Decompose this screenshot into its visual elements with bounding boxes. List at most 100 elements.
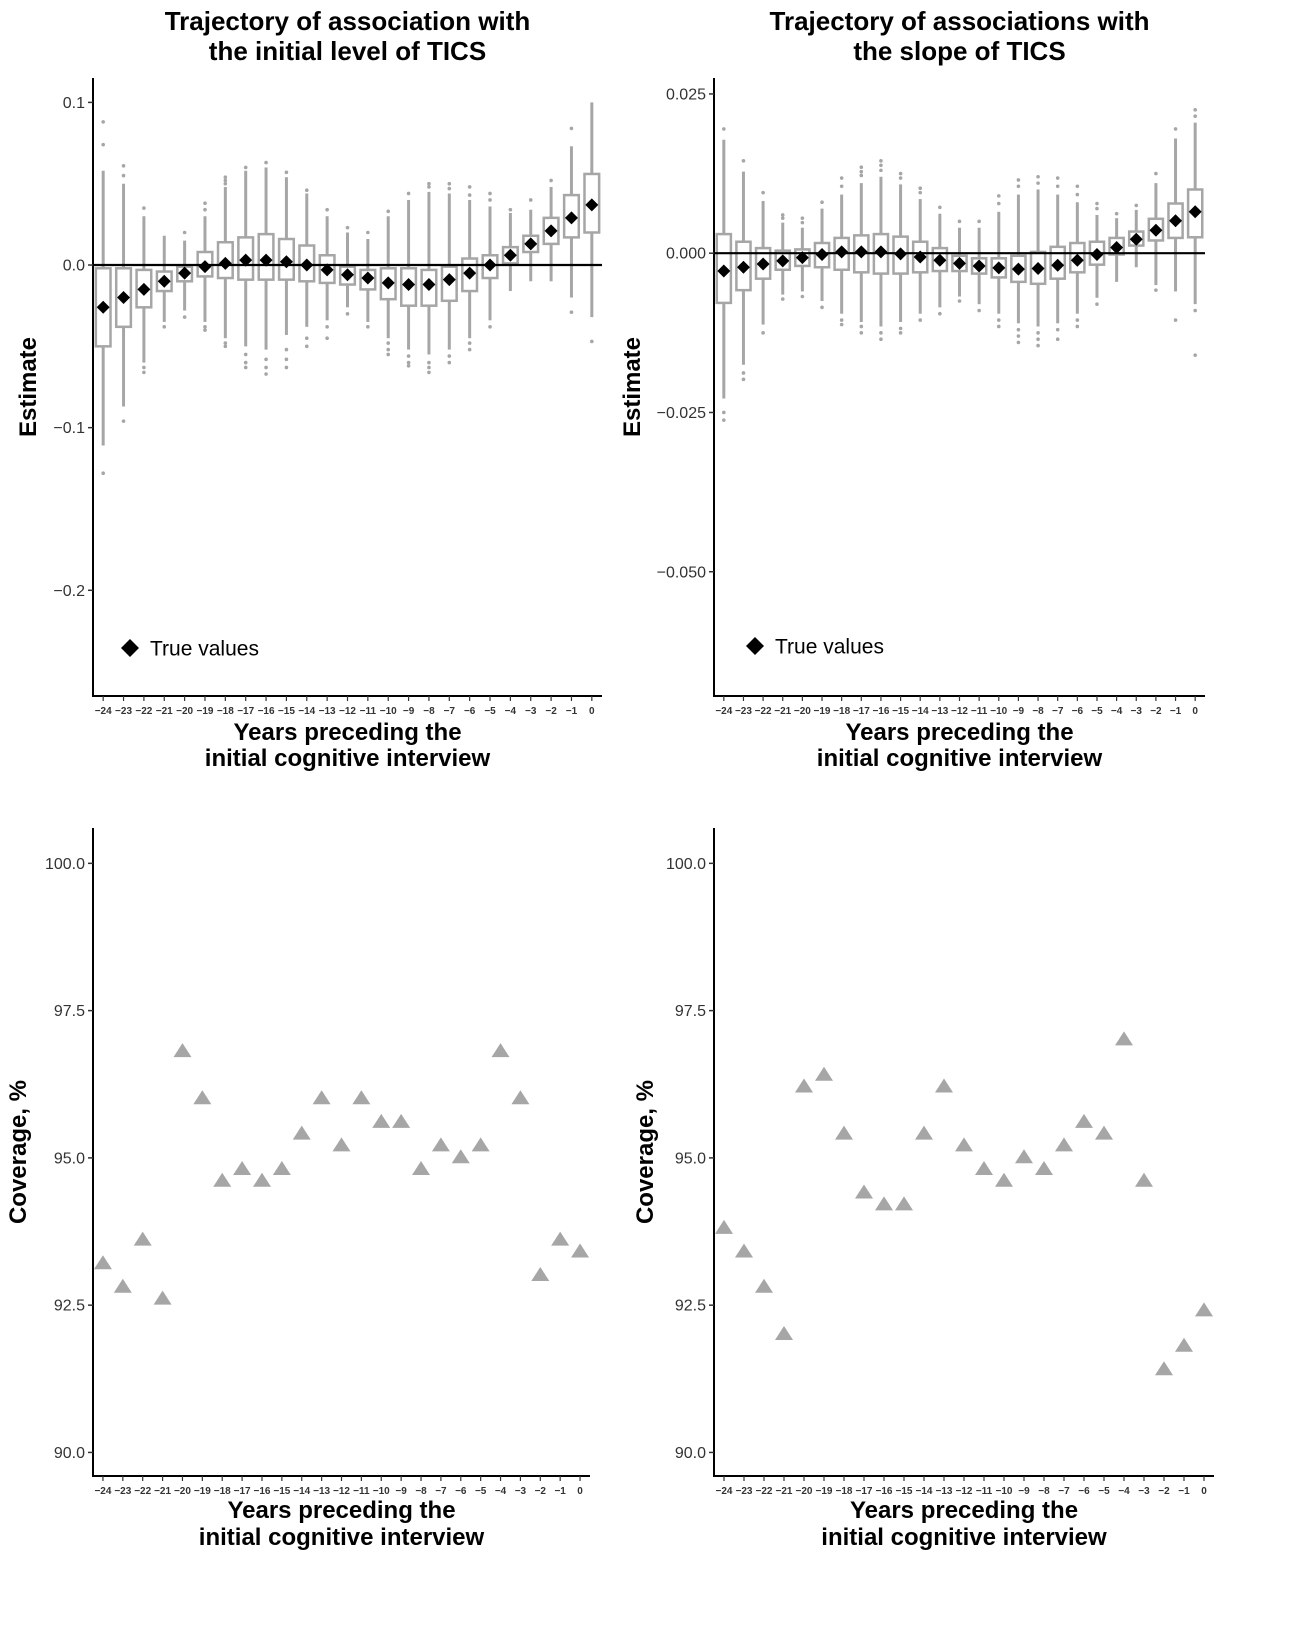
x-axis-label-line: initial cognitive interview bbox=[817, 745, 1103, 772]
coverage-triangle bbox=[1075, 1113, 1093, 1128]
box-outlier-point bbox=[366, 325, 370, 329]
box-outlier-point bbox=[1075, 192, 1080, 197]
box-24 bbox=[1186, 108, 1204, 357]
box-outlier-point bbox=[203, 207, 207, 212]
box-outlier-point bbox=[741, 377, 746, 382]
coverage-triangle bbox=[735, 1243, 753, 1258]
box-outlier-point bbox=[467, 341, 472, 345]
true-value-diamond bbox=[259, 253, 273, 267]
true-value-diamond bbox=[402, 278, 416, 292]
box-outlier-point bbox=[243, 352, 248, 357]
box-outlier-point bbox=[162, 325, 167, 329]
x-tick-label: −4 bbox=[1111, 706, 1123, 717]
box-outlier-point bbox=[977, 219, 981, 224]
true-value-diamond bbox=[736, 260, 750, 274]
x-tick-label: −3 bbox=[1131, 706, 1143, 717]
x-tick-label: −5 bbox=[484, 706, 496, 717]
box-outlier-point bbox=[142, 206, 146, 210]
x-tick-label: −13 bbox=[313, 1486, 330, 1497]
box-17 bbox=[440, 181, 458, 365]
x-tick-label: −13 bbox=[319, 706, 336, 717]
y-tick-label: −0.2 bbox=[53, 583, 85, 600]
x-tick-label: −2 bbox=[1158, 1486, 1170, 1497]
box-17 bbox=[1049, 176, 1067, 342]
x-axis-label-line: Years preceding the bbox=[227, 1497, 455, 1524]
box-outlier-point bbox=[264, 372, 268, 376]
x-tick-label: −10 bbox=[990, 706, 1007, 717]
true-value-diamond bbox=[1011, 262, 1025, 276]
box-outlier-point bbox=[938, 311, 942, 316]
box-outlier-point bbox=[304, 188, 309, 193]
box-outlier-point bbox=[1055, 337, 1060, 342]
x-tick-label: −23 bbox=[114, 1486, 131, 1497]
x-tick-label: −16 bbox=[258, 706, 275, 717]
box-outlier-point bbox=[800, 294, 805, 299]
x-tick-label: −8 bbox=[415, 1486, 427, 1497]
y-tick-label: 97.5 bbox=[675, 1003, 706, 1020]
x-tick-label: −21 bbox=[156, 706, 173, 717]
x-tick-label: −10 bbox=[380, 706, 397, 717]
coverage-triangle bbox=[715, 1219, 733, 1234]
x-tick-label: −15 bbox=[896, 1486, 913, 1497]
x-axis-label-line: Years preceding the bbox=[233, 719, 461, 746]
y-axis-label: Estimate bbox=[619, 337, 646, 437]
true-value-diamond bbox=[564, 211, 578, 225]
box-0 bbox=[94, 120, 112, 475]
x-tick-label: −21 bbox=[774, 706, 791, 717]
x-tick-label: −2 bbox=[1150, 706, 1162, 717]
true-value-diamond bbox=[1031, 261, 1045, 275]
true-value-diamond bbox=[320, 263, 334, 277]
box-outlier-point bbox=[859, 324, 864, 329]
coverage-triangle bbox=[113, 1278, 132, 1293]
coverage-triangle bbox=[775, 1325, 793, 1340]
box-outlier-point bbox=[467, 347, 472, 352]
box-outlier-point bbox=[284, 365, 289, 370]
box-outlier-point bbox=[223, 175, 228, 180]
box-outlier-point bbox=[1095, 302, 1099, 306]
true-value-diamond bbox=[933, 253, 947, 267]
box-outlier-point bbox=[406, 191, 411, 196]
box-14 bbox=[990, 194, 1008, 329]
coverage-triangle bbox=[173, 1043, 192, 1058]
box-outlier-point bbox=[839, 176, 844, 180]
x-tick-label: −21 bbox=[154, 1486, 171, 1497]
true-value-diamond bbox=[585, 198, 599, 212]
box-outlier-point bbox=[996, 201, 1001, 206]
box-outlier-point bbox=[820, 305, 824, 310]
coverage-triangle bbox=[995, 1172, 1013, 1187]
true-value-diamond bbox=[442, 273, 456, 287]
coverage-triangle bbox=[795, 1078, 813, 1093]
box-outlier-point bbox=[386, 209, 391, 214]
box-outlier-point bbox=[508, 207, 513, 212]
x-tick-label: −23 bbox=[115, 706, 132, 717]
box-outlier-point bbox=[549, 178, 553, 183]
y-tick-label: 0.1 bbox=[63, 95, 85, 112]
box-outlier-point bbox=[1193, 308, 1197, 313]
box-outlier-point bbox=[879, 331, 883, 335]
box-outlier-point bbox=[722, 127, 726, 131]
x-tick-label: −22 bbox=[135, 706, 152, 717]
legend-label: True values bbox=[775, 636, 884, 659]
y-tick-label: 0.000 bbox=[666, 246, 706, 263]
x-axis-label-line: initial cognitive interview bbox=[821, 1524, 1107, 1551]
y-tick-label: 100.0 bbox=[45, 856, 85, 873]
box-16 bbox=[420, 181, 438, 375]
true-value-diamond bbox=[1070, 253, 1084, 267]
coverage-triangle bbox=[855, 1184, 873, 1199]
box-outlier-point bbox=[264, 365, 268, 370]
y-tick-label: 92.5 bbox=[675, 1298, 706, 1315]
x-tick-label: −20 bbox=[174, 1486, 191, 1497]
x-tick-label: −15 bbox=[278, 706, 295, 717]
box-outlier-point bbox=[386, 352, 391, 357]
box-outlier-point bbox=[447, 360, 452, 365]
box-outlier-point bbox=[304, 336, 309, 341]
x-tick-label: −21 bbox=[776, 1486, 793, 1497]
true-value-diamond bbox=[503, 248, 517, 262]
box-outlier-point bbox=[406, 354, 411, 358]
x-tick-label: 0 bbox=[1201, 1486, 1207, 1497]
y-tick-label: −0.050 bbox=[657, 564, 706, 581]
box-outlier-point bbox=[1134, 203, 1139, 208]
coverage-triangle bbox=[133, 1231, 152, 1246]
true-value-diamond bbox=[854, 245, 868, 259]
box-24 bbox=[583, 102, 601, 344]
